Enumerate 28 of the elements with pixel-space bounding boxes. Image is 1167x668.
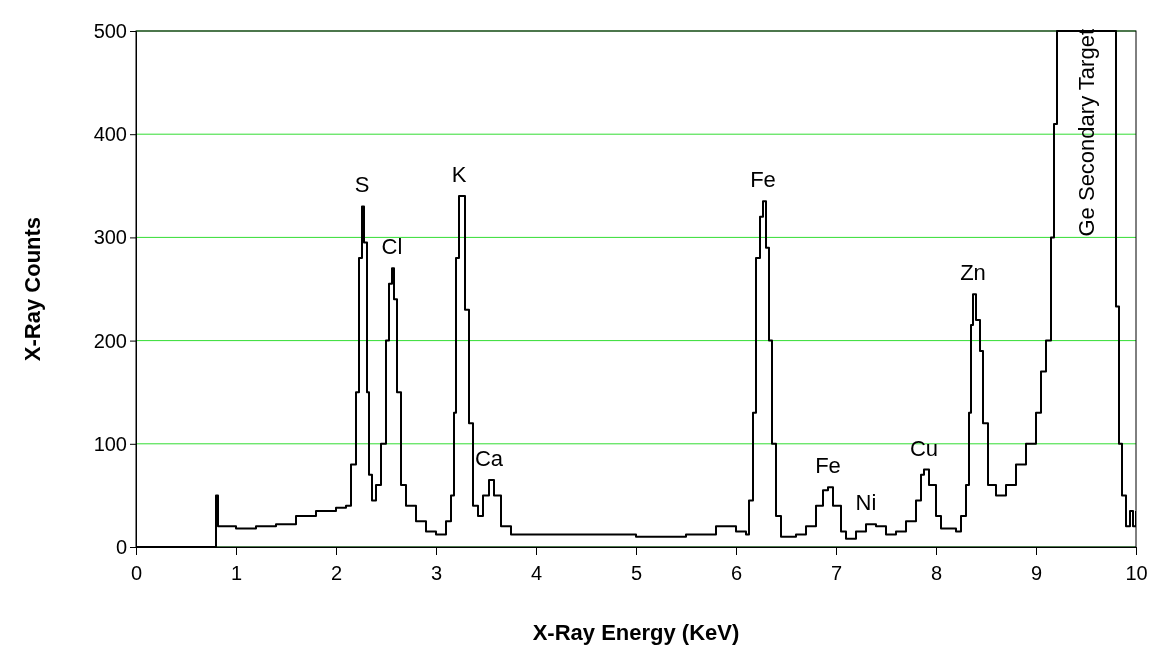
x-tick-label: 2 [330, 562, 343, 584]
x-tick-label: 3 [430, 562, 443, 584]
annotation: Cl [381, 234, 403, 260]
annotation: Fe [750, 167, 776, 193]
annotation: Zn [960, 260, 986, 286]
x-tick-label: 0 [130, 562, 143, 584]
annotation: Fe [815, 453, 841, 479]
x-tick-label: 8 [930, 562, 943, 584]
annotation: S [354, 172, 370, 198]
y-tick-label: 100 [93, 432, 127, 455]
x-tick-label: 7 [830, 562, 843, 584]
x-tick-label: 5 [630, 562, 643, 584]
y-tick-label: 0 [115, 535, 127, 558]
annotation: Ca [474, 445, 504, 471]
y-tick-label: 200 [93, 329, 127, 352]
x-tick-label: 9 [1030, 562, 1043, 584]
x-tick-label: 1 [230, 562, 243, 584]
x-axis-title: X-Ray Energy (KeV) [532, 620, 740, 645]
x-tick-label: 6 [730, 562, 743, 584]
y-tick-label: 300 [93, 226, 127, 249]
y-axis-title: X-Ray Counts [20, 216, 45, 362]
x-tick-label: 10 [1125, 562, 1148, 584]
annotation: K [451, 162, 467, 188]
y-tick-label: 400 [93, 123, 127, 146]
y-tick-label: 500 [93, 19, 127, 42]
x-tick-label: 4 [530, 562, 543, 584]
annotation: Ge Secondary Target [1074, 29, 1099, 237]
annotation: Ni [855, 490, 877, 516]
